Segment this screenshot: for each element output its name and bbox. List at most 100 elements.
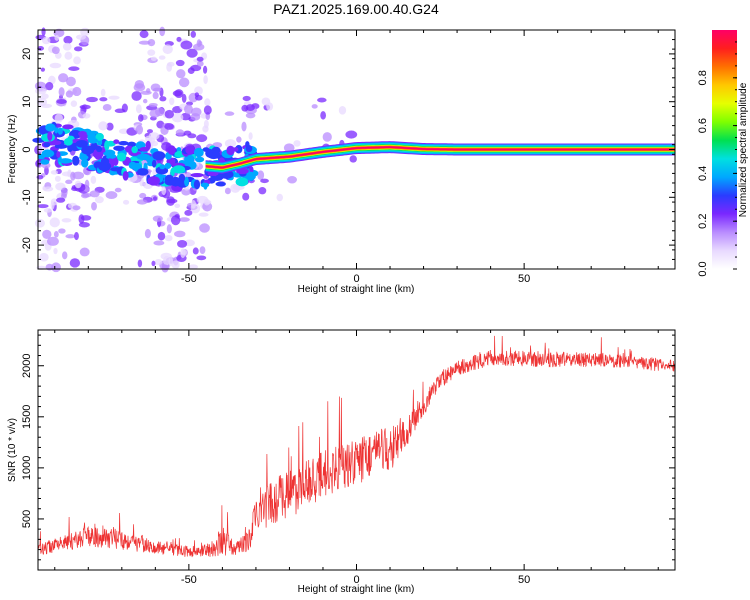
heatmap-cell bbox=[167, 145, 176, 155]
colorbar: 0.0 0.2 0.4 0.6 0.8 Normalized spectral ampl… bbox=[697, 30, 749, 277]
heatmap-cell bbox=[181, 249, 188, 256]
heatmap-cell bbox=[72, 86, 82, 97]
heatmap-cell bbox=[140, 90, 152, 95]
ridge-band-6 bbox=[205, 146, 675, 169]
heatmap-cell bbox=[84, 179, 90, 189]
snr-series-line bbox=[37, 335, 676, 558]
heatmap-cell bbox=[56, 151, 61, 158]
heatmap-cell bbox=[293, 140, 301, 147]
heatmap-cell bbox=[62, 124, 74, 130]
heatmap-cell bbox=[203, 75, 208, 85]
heatmap-cell bbox=[153, 240, 165, 246]
heatmap-cell bbox=[174, 230, 186, 238]
heatmap-cell bbox=[61, 187, 68, 197]
heatmap-cell bbox=[104, 140, 110, 151]
heatmap-cell bbox=[166, 62, 173, 72]
heatmap-cell bbox=[152, 215, 163, 222]
heatmap-cell bbox=[82, 193, 92, 198]
heatmap-cell bbox=[45, 82, 54, 91]
y-tick-label: -10 bbox=[21, 189, 33, 205]
heatmap-cell bbox=[172, 165, 186, 174]
heatmap-cell bbox=[261, 97, 271, 106]
heatmap-cell bbox=[152, 151, 166, 161]
heatmap-cell bbox=[166, 224, 172, 234]
heatmap-cell bbox=[51, 46, 60, 55]
snr-ticks: -50 0 50 2000 1500 1000 500 bbox=[21, 330, 675, 586]
y-tick-label: 10 bbox=[21, 96, 33, 108]
heatmap-cell bbox=[53, 28, 65, 38]
heatmap-cell bbox=[124, 145, 134, 153]
heatmap-cell bbox=[148, 102, 158, 108]
heatmap-cell bbox=[193, 147, 204, 158]
y-tick-label: 0 bbox=[21, 146, 33, 152]
heatmap-cell bbox=[180, 40, 193, 50]
heatmap-cell bbox=[98, 121, 108, 131]
heatmap-cell bbox=[192, 247, 199, 255]
heatmap-cell bbox=[84, 187, 90, 193]
heatmap-cell bbox=[161, 186, 167, 196]
heatmap-cell bbox=[116, 152, 127, 162]
heatmap-cell bbox=[42, 229, 52, 240]
heatmap-cell bbox=[322, 132, 332, 142]
heatmap-cell bbox=[260, 178, 269, 184]
heatmap-cell bbox=[43, 142, 51, 148]
heatmap-cell bbox=[247, 171, 255, 181]
heatmap-cell bbox=[224, 187, 231, 195]
heatmap-cell bbox=[241, 121, 247, 132]
heatmap-cell bbox=[40, 67, 46, 72]
heatmap-cell bbox=[128, 161, 137, 170]
heatmap-cell bbox=[79, 104, 91, 110]
y-tick-label: 500 bbox=[21, 510, 33, 528]
heatmap-cell bbox=[147, 39, 156, 47]
colorbar-gradient bbox=[712, 30, 737, 269]
heatmap-cell bbox=[108, 95, 120, 100]
heatmap-cell bbox=[215, 181, 226, 187]
heatmap-cell bbox=[80, 215, 92, 221]
heatmap-cell bbox=[50, 170, 59, 175]
heatmap-cell bbox=[78, 222, 90, 228]
heatmap-cell bbox=[159, 96, 167, 102]
heatmap-cell bbox=[73, 56, 81, 65]
heatmap-cell bbox=[190, 64, 202, 72]
y-tick-label: 20 bbox=[21, 48, 33, 60]
y-tick-label: 1000 bbox=[21, 456, 33, 480]
heatmap-cell bbox=[113, 139, 120, 144]
heatmap-cell bbox=[186, 48, 198, 58]
y-tick-label: -20 bbox=[21, 237, 33, 253]
x-tick-label: 0 bbox=[353, 574, 359, 586]
heatmap-cell bbox=[54, 175, 61, 182]
heatmap-cell bbox=[195, 156, 205, 163]
heatmap-cell bbox=[181, 188, 191, 196]
heatmap-cell bbox=[69, 258, 81, 268]
heatmap-cell bbox=[200, 182, 210, 188]
spectrogram-ridge bbox=[205, 141, 675, 174]
heatmap-cell bbox=[139, 30, 149, 39]
heatmap-cell bbox=[74, 232, 79, 241]
heatmap-cell bbox=[184, 209, 193, 216]
snr-panel: -50 0 50 2000 1500 1000 500 Height of straight… bbox=[7, 329, 676, 595]
heatmap-cell bbox=[40, 103, 53, 108]
snr-x-axis-label: Height of straight line (km) bbox=[298, 584, 415, 595]
heatmap-cell bbox=[184, 104, 193, 115]
heatmap-cell bbox=[107, 154, 117, 159]
heatmap-cell bbox=[61, 218, 72, 223]
heatmap-cell bbox=[51, 262, 61, 273]
heatmap-cell bbox=[79, 247, 90, 257]
colorbar-ticks: 0.0 0.2 0.4 0.6 0.8 bbox=[697, 41, 737, 277]
heatmap-cell bbox=[63, 35, 73, 44]
heatmap-cell bbox=[62, 42, 72, 51]
heatmap-cell bbox=[162, 44, 173, 55]
heatmap-cell bbox=[154, 259, 163, 266]
heatmap-cell bbox=[176, 36, 182, 42]
heatmap-cell bbox=[190, 30, 196, 38]
heatmap-cell bbox=[204, 98, 211, 107]
heatmap-cell bbox=[86, 96, 98, 103]
heatmap-cell bbox=[138, 40, 151, 45]
heatmap-cell bbox=[147, 49, 156, 56]
heatmap-cell bbox=[164, 162, 172, 169]
heatmap-cell bbox=[41, 36, 51, 45]
heatmap-cell bbox=[41, 149, 55, 158]
heatmap-cell bbox=[199, 223, 210, 233]
heatmap-cell bbox=[105, 191, 118, 200]
heatmap-cell bbox=[122, 170, 129, 181]
